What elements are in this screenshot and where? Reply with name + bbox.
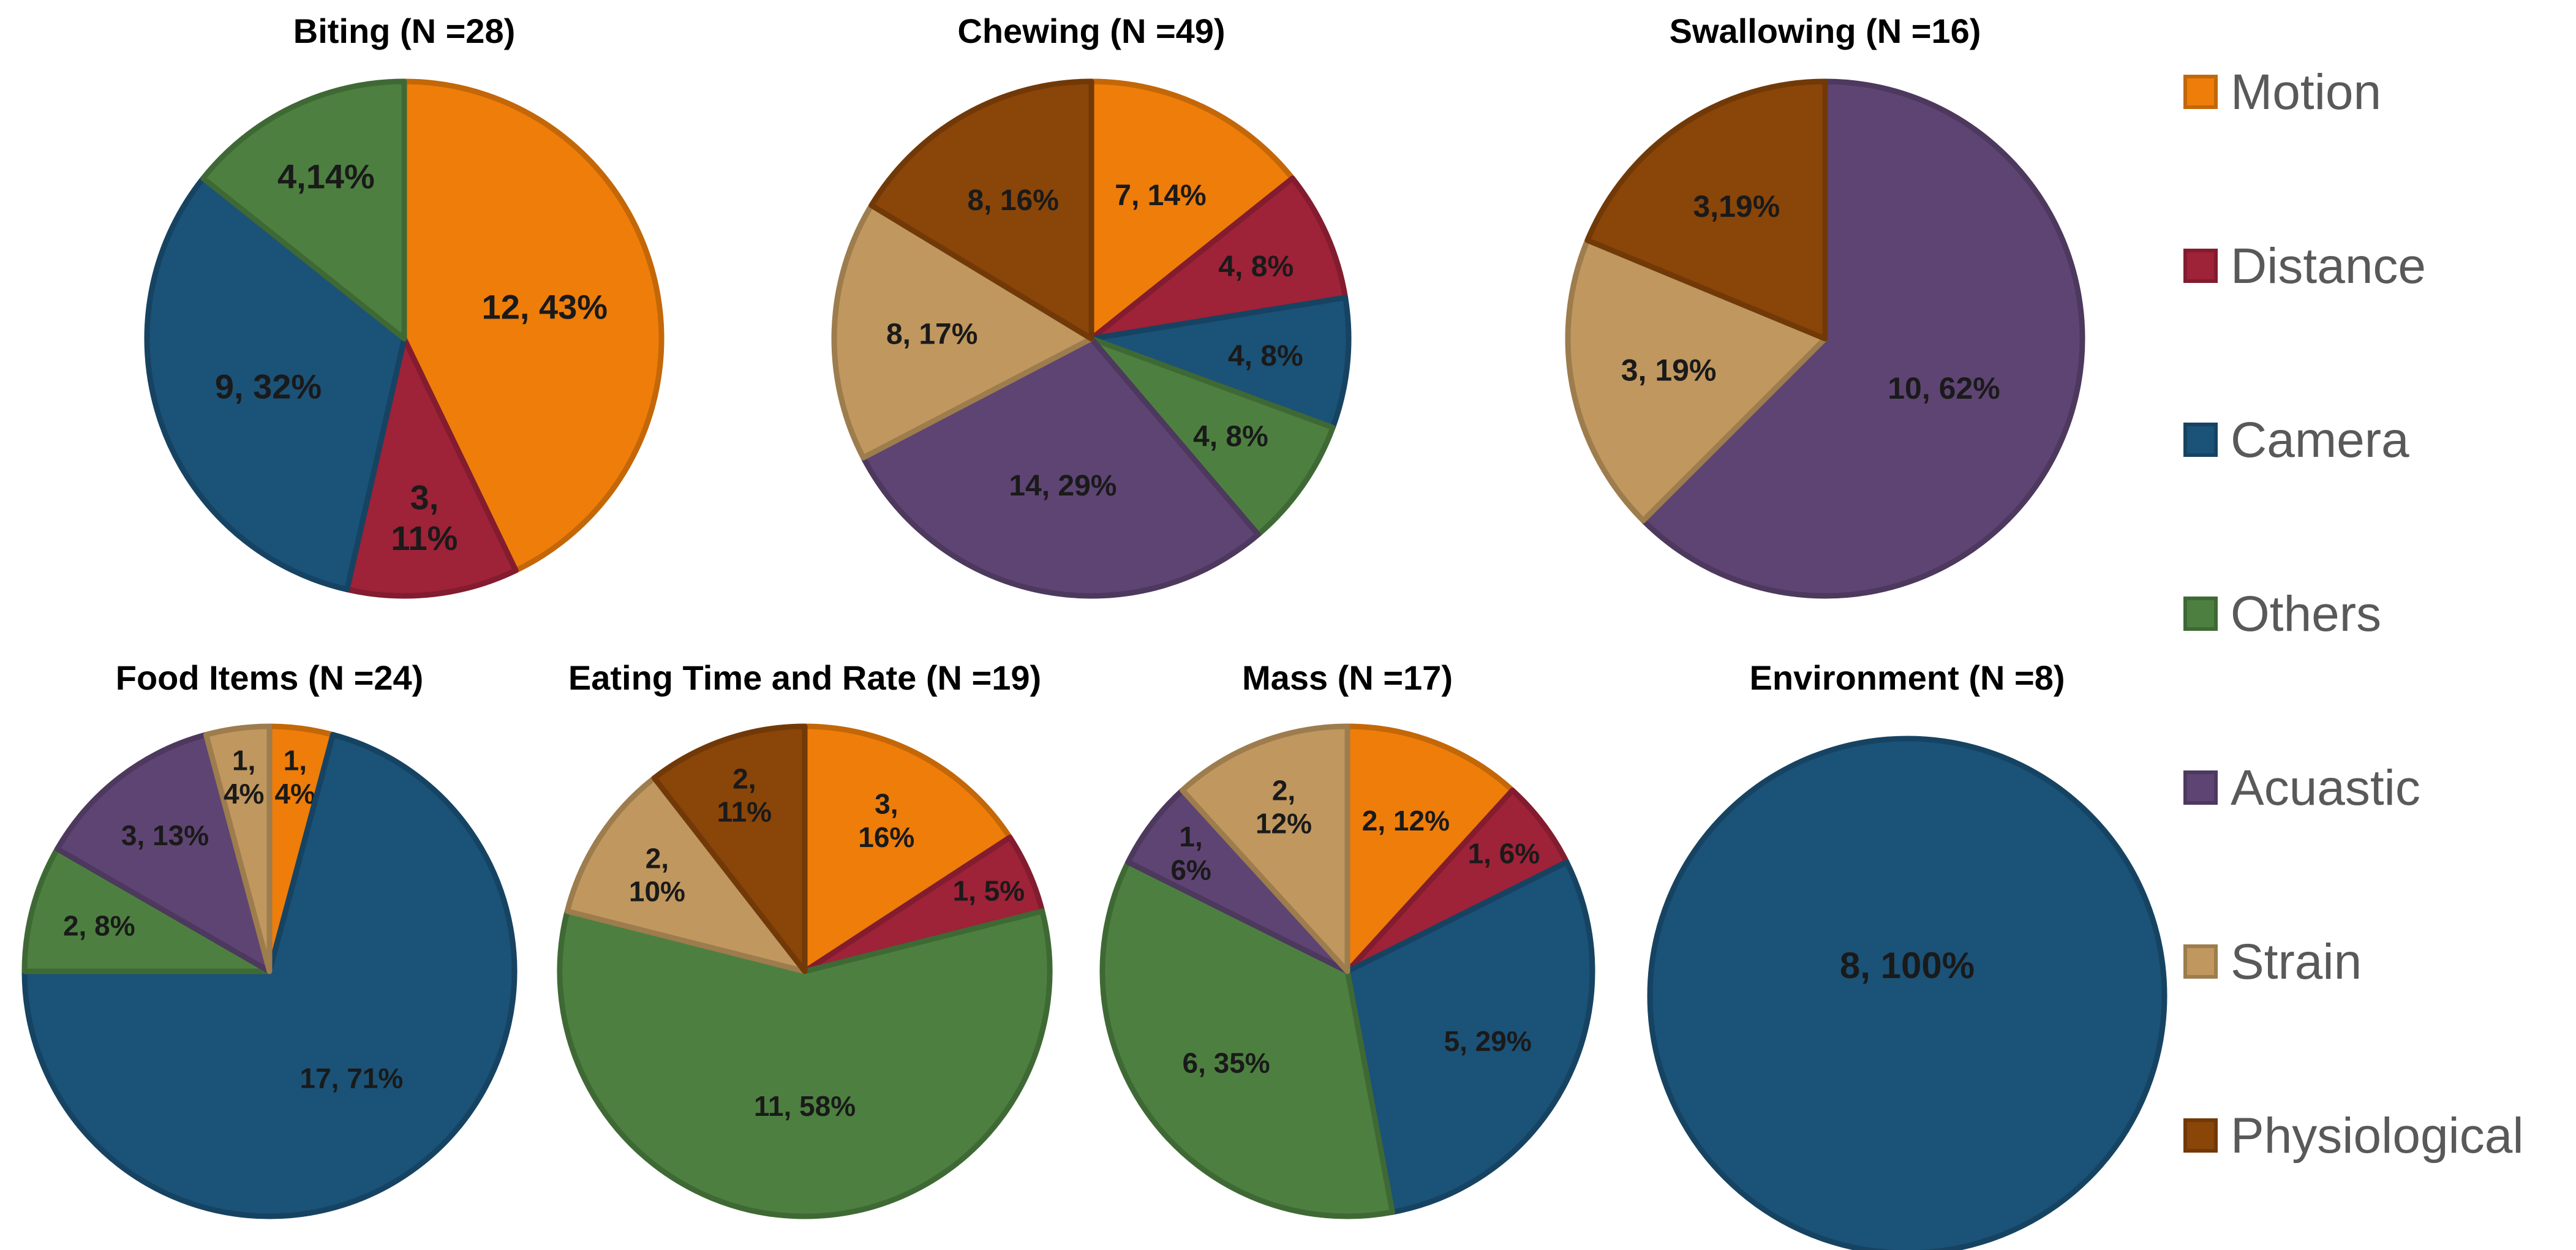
- slice-label-distance: 4, 8%: [1218, 250, 1294, 283]
- pie-slice-motion: [1344, 723, 1515, 974]
- pie-slice-camera: [21, 732, 518, 1219]
- slice-label-camera: 9, 32%: [215, 367, 322, 405]
- pie-slice-acuastic: [55, 732, 273, 974]
- slice-label-motion: 12, 43%: [482, 287, 608, 326]
- pie-slice-strain: [1565, 237, 1828, 524]
- chart-title: Biting (N =28): [293, 12, 515, 50]
- pie-slice-strain: [203, 723, 273, 974]
- slice-label-physiological: 2, 11%: [717, 762, 772, 827]
- pie-chart-mass: Mass (N =17) 2, 12% 1, 6% 5, 29% 6, 35% 1, 6% 2…: [1099, 658, 1595, 1219]
- legend-swatch: [2183, 423, 2218, 457]
- legend-item-physiological: Physiological: [2183, 1108, 2524, 1164]
- legend-item-distance: Distance: [2183, 238, 2426, 294]
- pie-slice-acuastic: [1640, 78, 2085, 599]
- pie-slice-others: [1088, 336, 1336, 538]
- slice-label-motion: 7, 14%: [1115, 179, 1206, 212]
- legend-label: Physiological: [2231, 1108, 2524, 1164]
- slice-label-physiological: 8, 16%: [967, 184, 1058, 217]
- legend-item-strain: Strain: [2183, 934, 2362, 990]
- legend-label: Others: [2231, 586, 2381, 642]
- chart-title: Mass (N =17): [1242, 658, 1453, 697]
- pie-chart-chewing: Chewing (N =49) 7, 14% 4, 8% 4, 8% 4, 8% 14, …: [831, 12, 1352, 599]
- charts-layer: Biting (N =28) 12, 43% 3, 11% 9, 32% 4,14% Che…: [21, 12, 2167, 1250]
- legend-label: Camera: [2231, 412, 2409, 468]
- slice-label-strain: 2, 10%: [629, 842, 685, 907]
- slice-label-camera: 8, 100%: [1840, 945, 1975, 986]
- pie-slice-others: [1099, 859, 1395, 1219]
- slice-label-camera: 17, 71%: [300, 1063, 404, 1094]
- pie-chart-eating-time-and-rate: Eating Time and Rate (N =19) 3, 16% 1, 5% 11…: [557, 658, 1053, 1219]
- legend-swatch: [2183, 249, 2218, 283]
- pie-slice-physiological: [868, 78, 1094, 342]
- pie-slice-camera: [1344, 859, 1595, 1215]
- pie-slice-strain: [564, 775, 808, 974]
- slice-label-distance: 1, 6%: [1468, 837, 1540, 869]
- chart-title: Eating Time and Rate (N =19): [568, 658, 1041, 697]
- chart-title: Chewing (N =49): [957, 12, 1225, 50]
- legend-label: Strain: [2231, 934, 2362, 990]
- legend-item-motion: Motion: [2183, 64, 2381, 120]
- pie-slice-camera: [1088, 295, 1352, 431]
- pie-slice-others: [21, 846, 273, 974]
- pie-slice-acuastic: [861, 336, 1261, 599]
- pie-slice-physiological: [651, 723, 808, 974]
- pie-slice-motion: [401, 78, 665, 573]
- pie-slice-others: [557, 908, 1053, 1219]
- slice-label-others: 11, 58%: [754, 1090, 856, 1122]
- slice-label-strain: 8, 17%: [886, 318, 977, 351]
- legend-label: Motion: [2231, 64, 2381, 120]
- slice-label-acuastic: 3, 13%: [121, 819, 209, 851]
- legend-swatch: [2183, 75, 2218, 109]
- slice-label-distance: 1, 5%: [953, 875, 1025, 906]
- legend-swatch: [2183, 770, 2218, 805]
- slice-label-motion: 3, 16%: [858, 788, 914, 853]
- legend-label: Acuastic: [2231, 760, 2420, 816]
- slice-label-strain: 1, 4%: [224, 745, 264, 810]
- pie-slice-motion: [802, 723, 1013, 974]
- pie-slice-camera: [1647, 736, 2167, 1250]
- pie-chart-biting: Biting (N =28) 12, 43% 3, 11% 9, 32% 4,14%: [144, 12, 665, 599]
- chart-title: Environment (N =8): [1750, 658, 2065, 697]
- pie-chart-environment: Environment (N =8) 8, 100%: [1647, 658, 2167, 1250]
- legend-swatch: [2183, 1118, 2218, 1153]
- pie-slice-distance: [344, 336, 519, 599]
- slice-label-acuastic: 1, 6%: [1170, 821, 1211, 886]
- slice-label-acuastic: 14, 29%: [1009, 470, 1117, 502]
- pie-chart-food-items: Food Items (N =24) 1, 4% 17, 71% 2, 8% 3, 13%…: [21, 658, 518, 1219]
- pie-slice-others: [200, 78, 407, 342]
- pie-slice-strain: [831, 202, 1094, 461]
- pie-slice-motion: [1088, 78, 1295, 342]
- pie-chart-swallowing: Swallowing (N =16) 10, 62% 3, 19% 3,19%: [1565, 12, 2085, 599]
- pie-slice-distance: [1088, 175, 1349, 342]
- slice-label-motion: 1, 4%: [275, 745, 315, 810]
- slice-label-motion: 2, 12%: [1362, 805, 1450, 837]
- chart-title: Food Items (N =24): [116, 658, 424, 697]
- legend-item-others: Others: [2183, 586, 2381, 642]
- legend-swatch: [2183, 944, 2218, 979]
- chart-title: Swallowing (N =16): [1670, 12, 1981, 50]
- legend: Motion Distance Camera Others Acuastic Strain…: [2183, 64, 2524, 1164]
- legend-label: Distance: [2231, 238, 2426, 294]
- legend-swatch: [2183, 597, 2218, 631]
- slice-label-others: 6, 35%: [1182, 1047, 1270, 1079]
- slice-label-camera: 5, 29%: [1444, 1025, 1532, 1057]
- legend-item-camera: Camera: [2183, 412, 2409, 468]
- pie-slice-physiological: [1584, 78, 1828, 342]
- pie-slice-strain: [1180, 723, 1350, 974]
- slice-label-others: 4, 8%: [1193, 420, 1268, 453]
- legend-item-acuastic: Acuastic: [2183, 760, 2420, 816]
- pie-slice-camera: [144, 175, 407, 592]
- slice-label-camera: 4, 8%: [1228, 340, 1303, 372]
- slice-label-others: 4,14%: [277, 157, 375, 196]
- slice-label-strain: 2, 12%: [1256, 774, 1312, 839]
- slice-label-distance: 3, 11%: [391, 478, 458, 557]
- slice-label-physiological: 3,19%: [1693, 189, 1780, 224]
- slice-label-others: 2, 8%: [63, 910, 135, 942]
- slice-label-strain: 3, 19%: [1621, 353, 1717, 387]
- slice-label-acuastic: 10, 62%: [1888, 371, 2000, 405]
